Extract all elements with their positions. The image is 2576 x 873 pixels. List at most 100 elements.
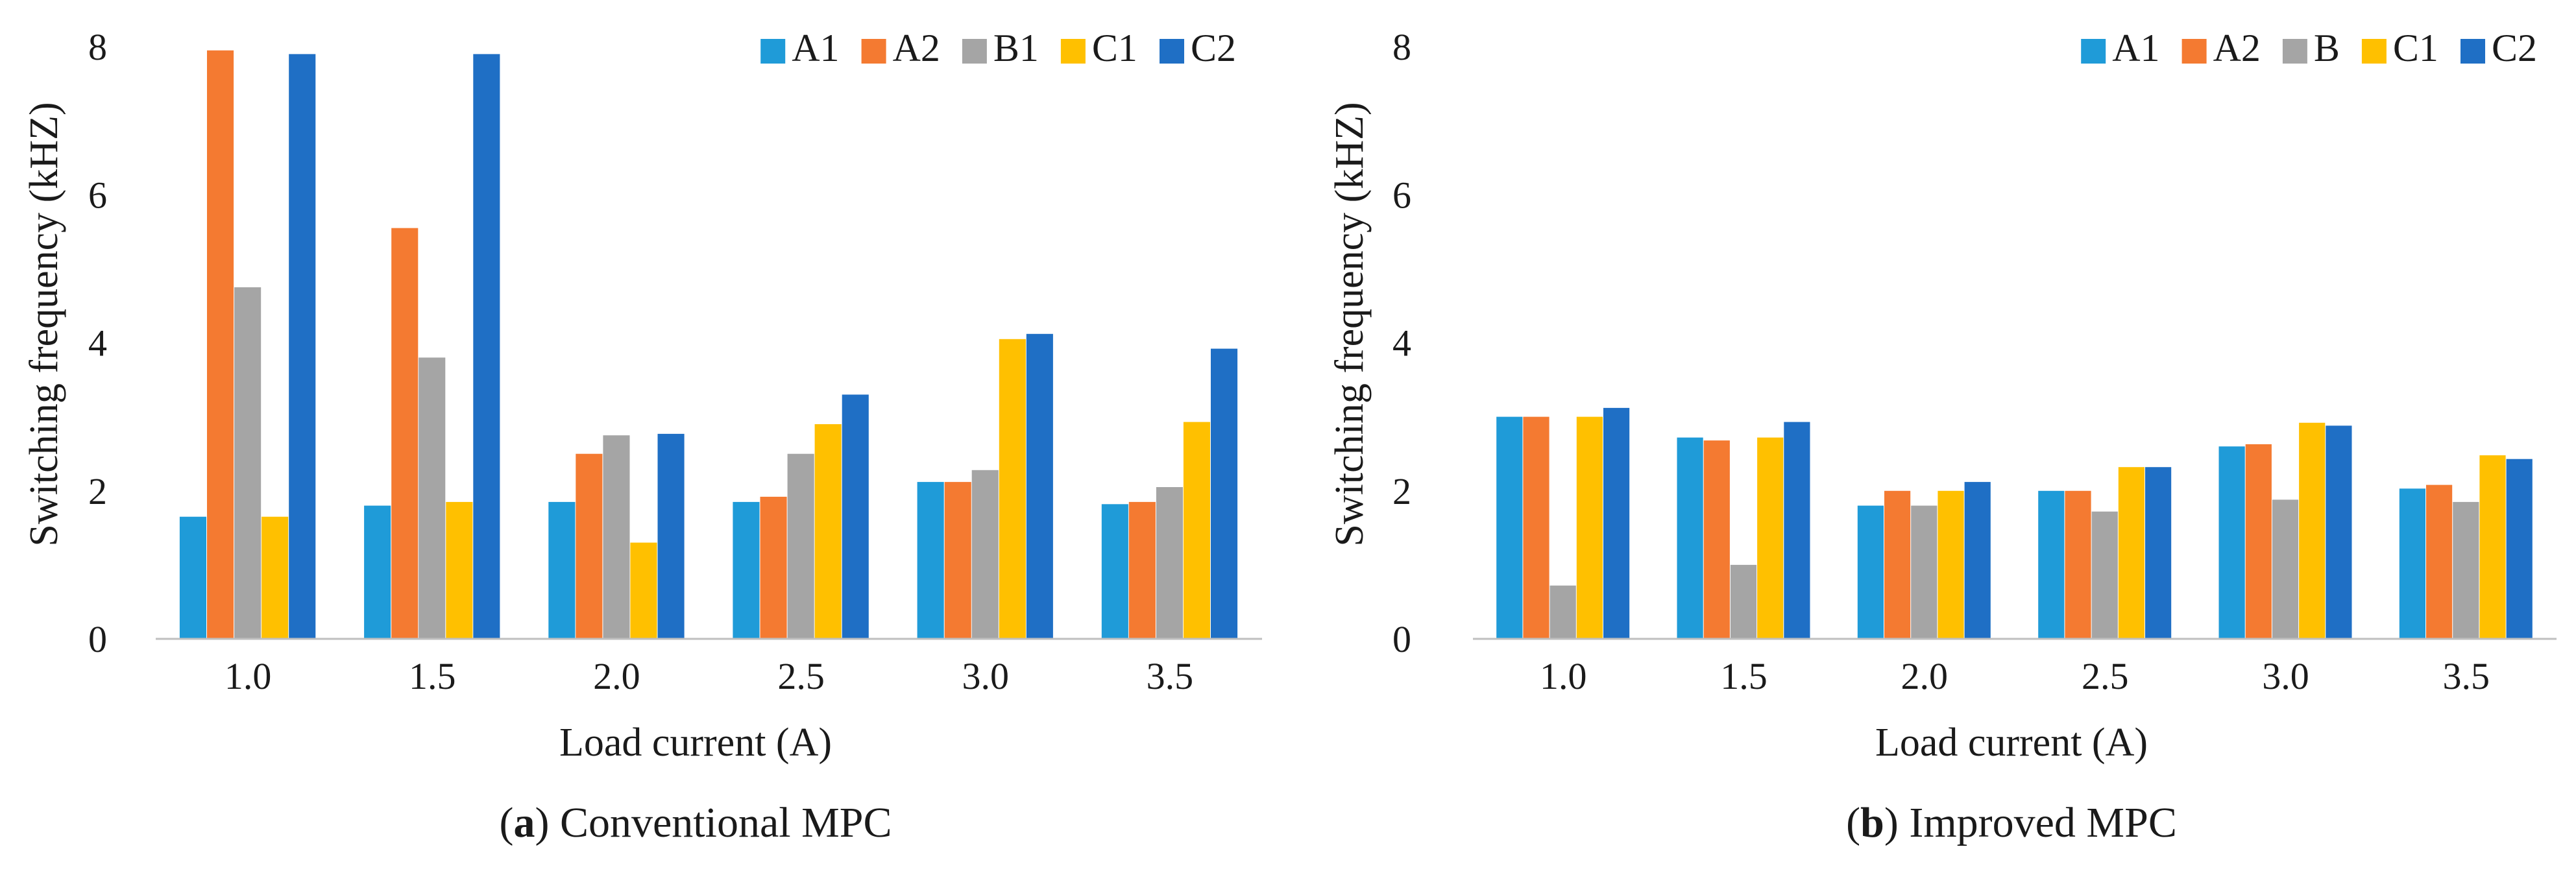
legend-label: B [2314, 27, 2340, 69]
x-tick-label: 3.5 [1147, 655, 1194, 697]
bar-a2-1_0 [1523, 416, 1549, 639]
panel-a-caption-text: Conventional MPC [560, 799, 892, 846]
bar-b-2_5 [2091, 511, 2118, 639]
bar-b1-2_5 [787, 453, 814, 639]
legend-swatch [1160, 39, 1184, 64]
y-tick-label: 2 [1392, 470, 1411, 512]
legend-label: C2 [2492, 27, 2537, 69]
legend-label: A1 [792, 27, 839, 69]
bar-c1-3_0 [2299, 422, 2326, 639]
bar-c1-2_0 [630, 542, 657, 639]
legend-swatch [2181, 39, 2207, 64]
panel-a-bars [179, 50, 1238, 640]
bar-c1-2_5 [814, 424, 842, 639]
bar-a2-3_0 [2245, 444, 2272, 639]
bar-c1-1_5 [1757, 437, 1784, 639]
legend-label: A2 [2213, 27, 2261, 69]
panel-a-x-axis-title: Load current (A) [559, 721, 832, 765]
panel-b-caption: (b) Improved MPC [1846, 799, 2177, 846]
bar-c2-1_0 [289, 54, 316, 639]
bar-c2-2_0 [657, 433, 685, 639]
bar-b-2_0 [1911, 505, 1938, 639]
bar-a1-3_0 [917, 482, 944, 639]
bar-c2-3_5 [1211, 348, 1238, 639]
legend-swatch [2361, 39, 2387, 64]
legend-label: B1 [993, 27, 1039, 69]
legend-swatch [962, 39, 987, 64]
x-tick-label: 2.0 [593, 655, 640, 697]
x-tick-label: 1.0 [225, 655, 272, 697]
bar-c2-1_5 [473, 54, 500, 639]
panel-b-legend: A1 A2 B C1 C2 [2081, 27, 2537, 69]
bar-b1-2_0 [603, 435, 630, 639]
bar-a2-2_0 [1884, 490, 1911, 640]
panel-a-conventional-mpc: 0 2 4 6 8 1.0 1.5 2.0 2.5 3.0 3.5 Switch… [22, 26, 1262, 846]
bar-a1-1_5 [364, 505, 391, 639]
bar-c1-3_0 [999, 339, 1026, 639]
panel-b-improved-mpc: 0 2 4 6 8 1.0 1.5 2.0 2.5 3.0 3.5 Switch… [1328, 26, 2557, 846]
panel-b-caption-label: b [1860, 799, 1884, 846]
panel-b-y-ticks: 0 2 4 6 8 [1392, 26, 1411, 660]
y-tick-label: 0 [1392, 618, 1411, 660]
bar-c2-1_0 [1603, 407, 1630, 639]
bar-b1-3_5 [1156, 487, 1183, 639]
bar-a2-1_5 [1703, 440, 1730, 639]
bar-a1-3_5 [2399, 488, 2425, 639]
bar-b1-1_5 [419, 357, 446, 639]
y-tick-label: 0 [88, 618, 107, 660]
bar-c2-3_5 [2506, 459, 2533, 639]
legend-label: C2 [1191, 27, 1236, 69]
legend-label: C1 [1092, 27, 1137, 69]
bar-a2-2_5 [2065, 490, 2091, 640]
panel-a-caption: (a) Conventional MPC [499, 799, 892, 846]
panel-a-y-axis-title: Switching frequency (kHZ) [22, 102, 66, 546]
x-tick-label: 2.5 [777, 655, 825, 697]
panel-b-y-axis-title: Switching frequency (kHZ) [1328, 102, 1372, 546]
panel-a-x-ticks: 1.0 1.5 2.0 2.5 3.0 3.5 [225, 655, 1193, 697]
bar-a1-3_5 [1101, 504, 1128, 639]
x-tick-label: 3.5 [2443, 655, 2490, 697]
legend-label: A1 [2112, 27, 2159, 69]
bar-a1-1_0 [179, 516, 206, 639]
legend-swatch [2081, 39, 2106, 64]
bar-a1-1_5 [1677, 437, 1703, 639]
bar-a2-3_0 [944, 482, 971, 639]
panel-a-caption-label: a [513, 799, 535, 846]
bar-a1-2_0 [1857, 505, 1884, 639]
bar-a1-3_0 [2218, 446, 2245, 639]
bar-c1-1_0 [1576, 416, 1603, 639]
legend-swatch [760, 39, 786, 64]
bar-c1-1_5 [446, 501, 473, 639]
y-tick-label: 8 [1392, 26, 1411, 68]
bar-b-1_5 [1730, 564, 1757, 639]
bar-c2-3_0 [2326, 425, 2352, 639]
bar-a1-2_5 [733, 501, 760, 639]
y-tick-label: 8 [88, 26, 107, 68]
y-tick-label: 4 [1392, 322, 1411, 365]
bar-a2-1_0 [207, 50, 234, 639]
x-tick-label: 1.5 [409, 655, 456, 697]
bar-c2-2_5 [2145, 467, 2172, 639]
bar-c1-3_5 [1183, 422, 1210, 639]
bar-b1-3_0 [971, 470, 999, 639]
bar-a1-2_5 [2038, 490, 2065, 640]
bar-b1-1_0 [234, 287, 261, 639]
legend-swatch [2282, 39, 2307, 64]
x-tick-label: 3.0 [2262, 655, 2309, 697]
panel-b-x-ticks: 1.0 1.5 2.0 2.5 3.0 3.5 [1540, 655, 2490, 697]
bar-a1-2_0 [548, 501, 576, 639]
legend-swatch [1060, 39, 1086, 64]
y-tick-label: 6 [88, 174, 107, 216]
bar-c1-2_5 [2118, 467, 2145, 639]
x-tick-label: 3.0 [962, 655, 1010, 697]
x-tick-label: 2.5 [2082, 655, 2129, 697]
panel-b-caption-text: Improved MPC [1909, 799, 2177, 846]
bar-c2-2_5 [842, 394, 869, 639]
x-tick-label: 2.0 [1901, 655, 1949, 697]
bar-c2-2_0 [1964, 482, 1991, 639]
bar-a2-3_5 [1128, 501, 1156, 639]
legend-label: C1 [2393, 27, 2438, 69]
bar-c2-1_5 [1784, 422, 1810, 639]
bar-c1-2_0 [1938, 490, 1964, 640]
